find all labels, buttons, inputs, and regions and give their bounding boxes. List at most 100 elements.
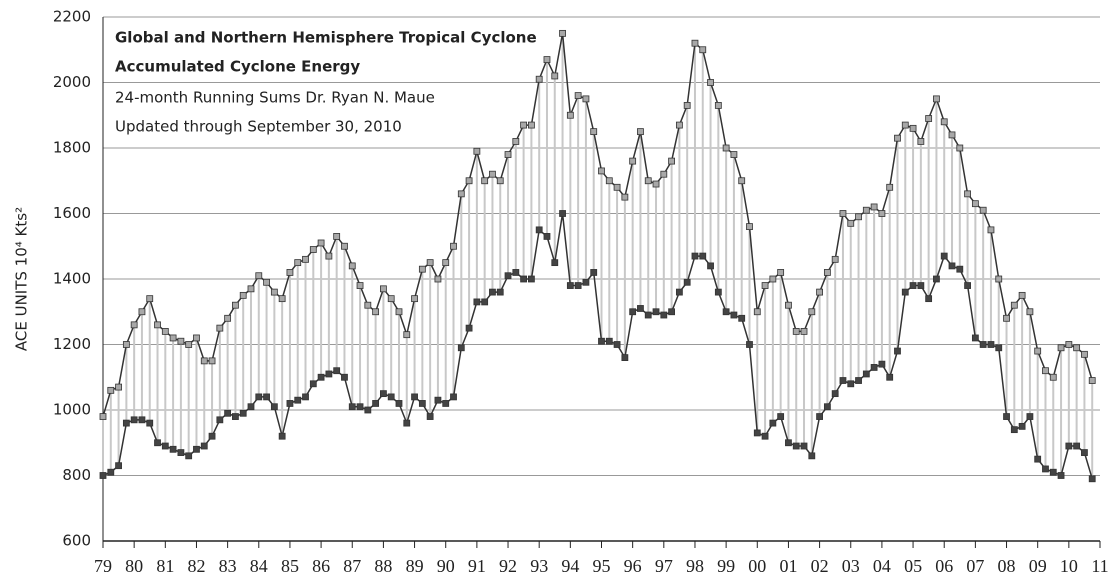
data-point [473, 147, 481, 155]
x-tick-label: 05 [904, 556, 922, 576]
data-point [551, 72, 559, 80]
x-tick-label: 90 [437, 556, 455, 576]
data-point [1049, 468, 1057, 476]
data-point [239, 409, 247, 417]
data-point [855, 213, 862, 221]
data-point [785, 301, 792, 309]
x-tick-label: 04 [873, 556, 891, 576]
y-tick-label: 1000 [53, 401, 91, 419]
data-point [816, 413, 823, 420]
data-point [364, 301, 372, 309]
data-point [1042, 465, 1049, 473]
y-tick-label: 1600 [53, 204, 91, 222]
data-point [956, 265, 964, 273]
x-tick-label: 85 [281, 556, 299, 576]
x-tick-label: 01 [779, 556, 797, 576]
y-tick-label: 2000 [53, 73, 91, 91]
data-point [1081, 449, 1088, 456]
data-point [940, 252, 948, 260]
x-tick-label: 10 [1060, 556, 1078, 576]
x-tick-label: 95 [593, 556, 611, 576]
x-tick-label: 09 [1029, 556, 1047, 576]
data-point [956, 144, 964, 152]
data-point [862, 370, 870, 378]
data-point [862, 206, 870, 214]
data-point [629, 308, 637, 316]
data-point [823, 403, 831, 411]
data-point [185, 341, 193, 348]
data-point [278, 295, 286, 303]
data-point [574, 92, 582, 99]
data-point [621, 354, 629, 362]
x-tick-label: 84 [250, 556, 268, 576]
data-point [341, 373, 348, 381]
data-point [753, 308, 761, 316]
data-point [847, 219, 855, 227]
data-point [675, 121, 683, 129]
data-point [637, 305, 644, 312]
data-point [512, 138, 520, 145]
data-point [270, 403, 278, 411]
data-point [309, 380, 317, 388]
data-point [1026, 413, 1034, 420]
data-point [434, 275, 442, 283]
x-tick-label: 93 [530, 556, 548, 576]
data-point [395, 308, 403, 316]
data-point [270, 288, 278, 296]
data-point [917, 282, 925, 289]
data-point [1042, 367, 1049, 375]
data-point [341, 242, 348, 250]
data-point [831, 255, 839, 263]
data-point [1073, 442, 1081, 450]
chart-subtitle: 24-month Running Sums Dr. Ryan N. Maue [115, 89, 435, 107]
data-point [909, 282, 917, 289]
x-tick-label: 88 [374, 556, 392, 576]
data-point [987, 341, 995, 348]
data-point [995, 275, 1003, 283]
data-point [652, 180, 660, 188]
data-point [839, 377, 847, 384]
data-point [224, 409, 232, 417]
data-point [247, 285, 255, 293]
data-point [886, 373, 894, 381]
data-point [348, 262, 356, 270]
data-point [629, 157, 637, 165]
data-point [691, 39, 699, 47]
data-point [169, 445, 177, 453]
data-point [683, 278, 691, 286]
data-point [512, 269, 520, 276]
data-point [138, 416, 146, 424]
data-point [644, 311, 652, 319]
data-point [403, 419, 411, 427]
data-point [730, 151, 738, 158]
data-point [473, 298, 481, 306]
data-point [605, 337, 613, 345]
data-point [816, 288, 823, 296]
data-point [878, 360, 886, 368]
data-point [302, 393, 309, 401]
y-tick-label: 1800 [53, 139, 91, 157]
data-point [605, 177, 613, 185]
data-point [1034, 455, 1042, 463]
data-point [598, 167, 605, 175]
data-point [613, 183, 621, 191]
data-point [979, 341, 987, 348]
data-point [286, 400, 294, 407]
data-point [193, 334, 200, 342]
data-point [450, 393, 457, 401]
data-point [738, 314, 746, 322]
data-point [216, 324, 224, 332]
data-point [200, 357, 208, 365]
data-point [333, 233, 341, 240]
y-tick-label: 2200 [53, 8, 91, 26]
data-point [395, 400, 403, 407]
x-tick-label: 02 [811, 556, 829, 576]
data-point [707, 262, 714, 270]
data-point [154, 439, 161, 447]
data-point [520, 275, 528, 283]
data-point [761, 432, 769, 440]
data-point [979, 206, 987, 214]
data-point [839, 210, 847, 217]
data-point [761, 282, 769, 289]
data-point [200, 442, 208, 450]
